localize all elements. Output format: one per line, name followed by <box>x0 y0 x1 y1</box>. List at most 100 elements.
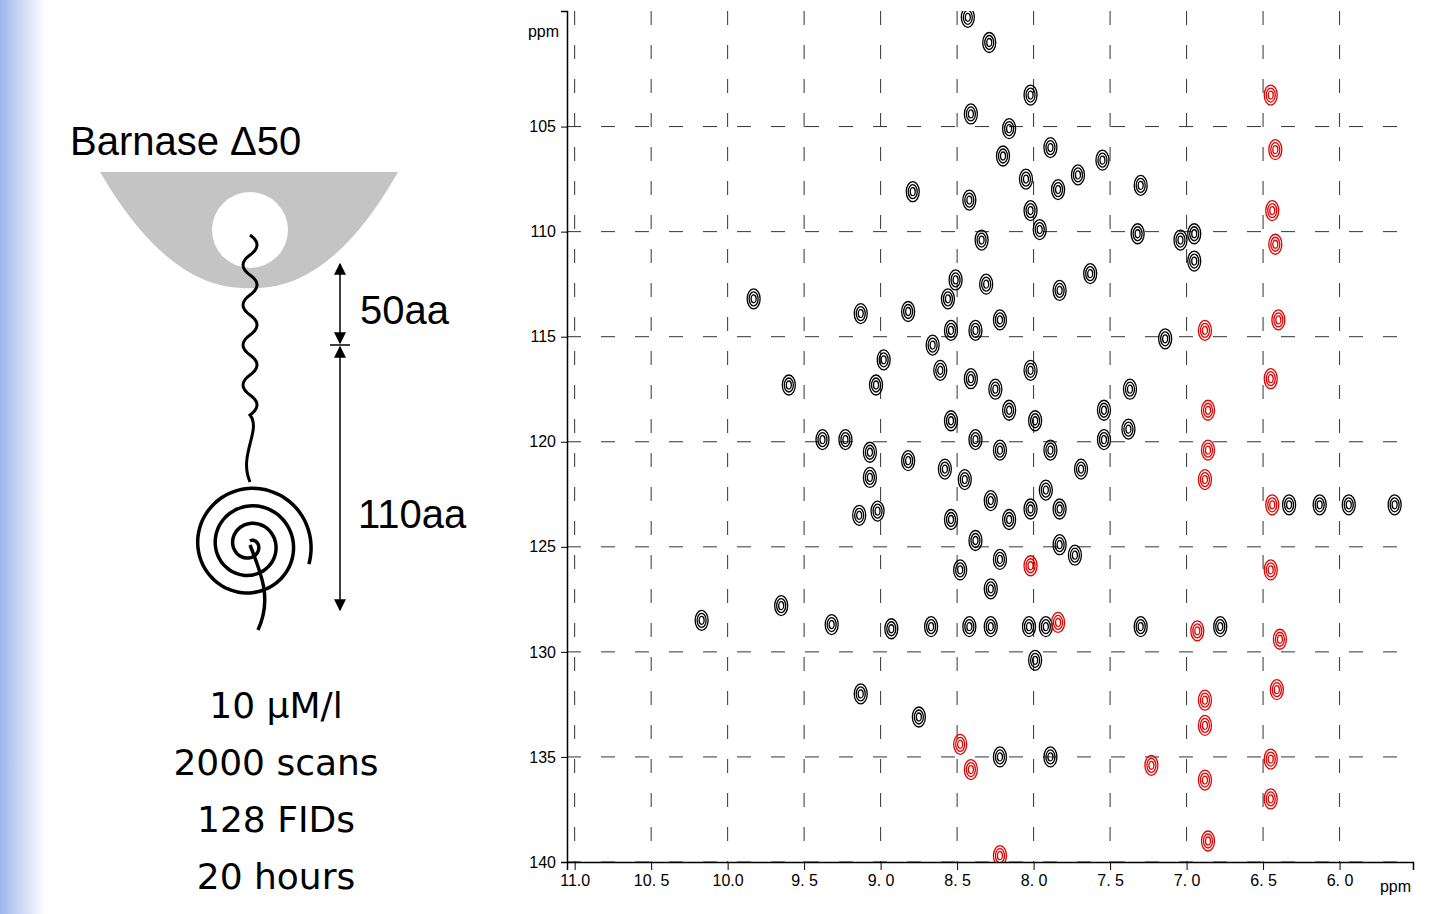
contour-ring <box>1266 201 1279 221</box>
contour-ring <box>1075 171 1080 179</box>
peak <box>993 310 1006 330</box>
divider <box>330 344 350 346</box>
x-tick: 7. 5 <box>1097 862 1124 889</box>
contour-ring <box>1149 761 1154 769</box>
contour-ring <box>1024 556 1037 576</box>
contour-ring <box>887 622 896 636</box>
contour-ring <box>997 753 1002 761</box>
contour-ring <box>940 462 949 476</box>
contour-ring <box>1266 792 1275 806</box>
contour-ring <box>943 292 952 306</box>
contour-ring <box>986 582 995 596</box>
contour-ring <box>816 430 829 450</box>
peak <box>984 579 997 599</box>
grid-line <box>1033 11 1034 862</box>
tick-label: 7. 5 <box>1097 872 1124 889</box>
y-tick: 110 <box>530 223 567 240</box>
peak <box>1024 499 1037 519</box>
contour-ring <box>926 335 939 355</box>
contour-ring <box>1176 233 1185 247</box>
contour-ring <box>1039 480 1052 500</box>
annotation: 128 FIDs <box>197 799 355 840</box>
grid-line <box>567 546 1413 547</box>
contour-ring <box>995 313 1004 327</box>
contour-ring <box>993 310 1006 330</box>
contour-ring <box>973 436 978 444</box>
annotation: 50aa <box>360 288 450 332</box>
contour-ring <box>784 378 793 392</box>
peak <box>1264 749 1277 769</box>
tick-mark <box>957 862 958 870</box>
peak <box>964 104 977 124</box>
contour-ring <box>1195 627 1200 635</box>
contour-ring <box>941 289 954 309</box>
contour-ring <box>1044 747 1057 767</box>
schematic <box>100 172 398 630</box>
contour-ring <box>1098 153 1107 167</box>
contour-ring <box>1044 440 1057 460</box>
tick-mark <box>651 862 652 870</box>
contour-ring <box>1043 486 1048 494</box>
peak <box>1198 715 1211 735</box>
peak <box>934 360 947 380</box>
contour-ring <box>902 451 915 471</box>
contour-ring <box>1200 718 1209 732</box>
contour-ring <box>1268 204 1277 218</box>
contour-ring <box>777 599 786 613</box>
contour-ring <box>1124 422 1133 436</box>
peak <box>993 846 1006 862</box>
peak <box>1044 440 1057 460</box>
peak <box>1023 617 1036 637</box>
contour-ring <box>991 382 1000 396</box>
annotation: 20 hours <box>197 856 355 897</box>
contour-ring <box>1216 620 1225 634</box>
contour-ring <box>1200 473 1209 487</box>
peak <box>993 549 1006 569</box>
annotation: 10 μM/l <box>209 685 342 726</box>
contour-ring <box>988 497 993 505</box>
contour-ring <box>1026 88 1035 102</box>
x-tick: 9. 0 <box>868 862 895 889</box>
contour-ring <box>929 623 934 631</box>
peak <box>906 182 919 202</box>
contour-ring <box>1198 770 1211 790</box>
contour-ring <box>1202 696 1207 704</box>
grid-line <box>1263 11 1264 862</box>
peak <box>983 33 996 53</box>
contour-ring <box>1057 541 1062 549</box>
peak <box>1039 480 1052 500</box>
contour-ring <box>1200 693 1209 707</box>
background-band <box>0 0 45 914</box>
chart: Barnase Δ5050aa110aa10 μM/l2000 scans128… <box>0 0 1448 914</box>
contour-ring <box>1147 758 1156 772</box>
peak <box>963 190 976 210</box>
peak <box>885 619 898 639</box>
contour-ring <box>928 338 937 352</box>
contour-ring <box>964 760 977 780</box>
contour-ring <box>1031 414 1040 428</box>
peak <box>1202 440 1215 460</box>
grid-line <box>567 126 1413 127</box>
contour-ring <box>1192 257 1197 265</box>
tick-mark <box>1110 862 1111 870</box>
peak <box>1052 180 1065 200</box>
contour-ring <box>1266 88 1275 102</box>
contour-ring <box>857 511 862 519</box>
peak <box>1134 175 1147 195</box>
contour-ring <box>1071 165 1084 185</box>
contour-ring <box>997 146 1010 166</box>
contour-ring <box>1287 501 1292 509</box>
contour-ring <box>1033 656 1038 664</box>
contour-ring <box>1313 495 1326 515</box>
peak <box>1019 169 1032 189</box>
contour-ring <box>1269 234 1282 254</box>
contour-ring <box>942 465 947 473</box>
peak <box>871 501 884 521</box>
peak <box>975 230 988 250</box>
grid-line <box>1186 11 1187 862</box>
contour-ring <box>827 618 836 632</box>
peak <box>1283 495 1296 515</box>
contour-ring <box>1191 621 1204 641</box>
contour-ring <box>825 615 838 635</box>
contour-ring <box>1028 505 1033 513</box>
